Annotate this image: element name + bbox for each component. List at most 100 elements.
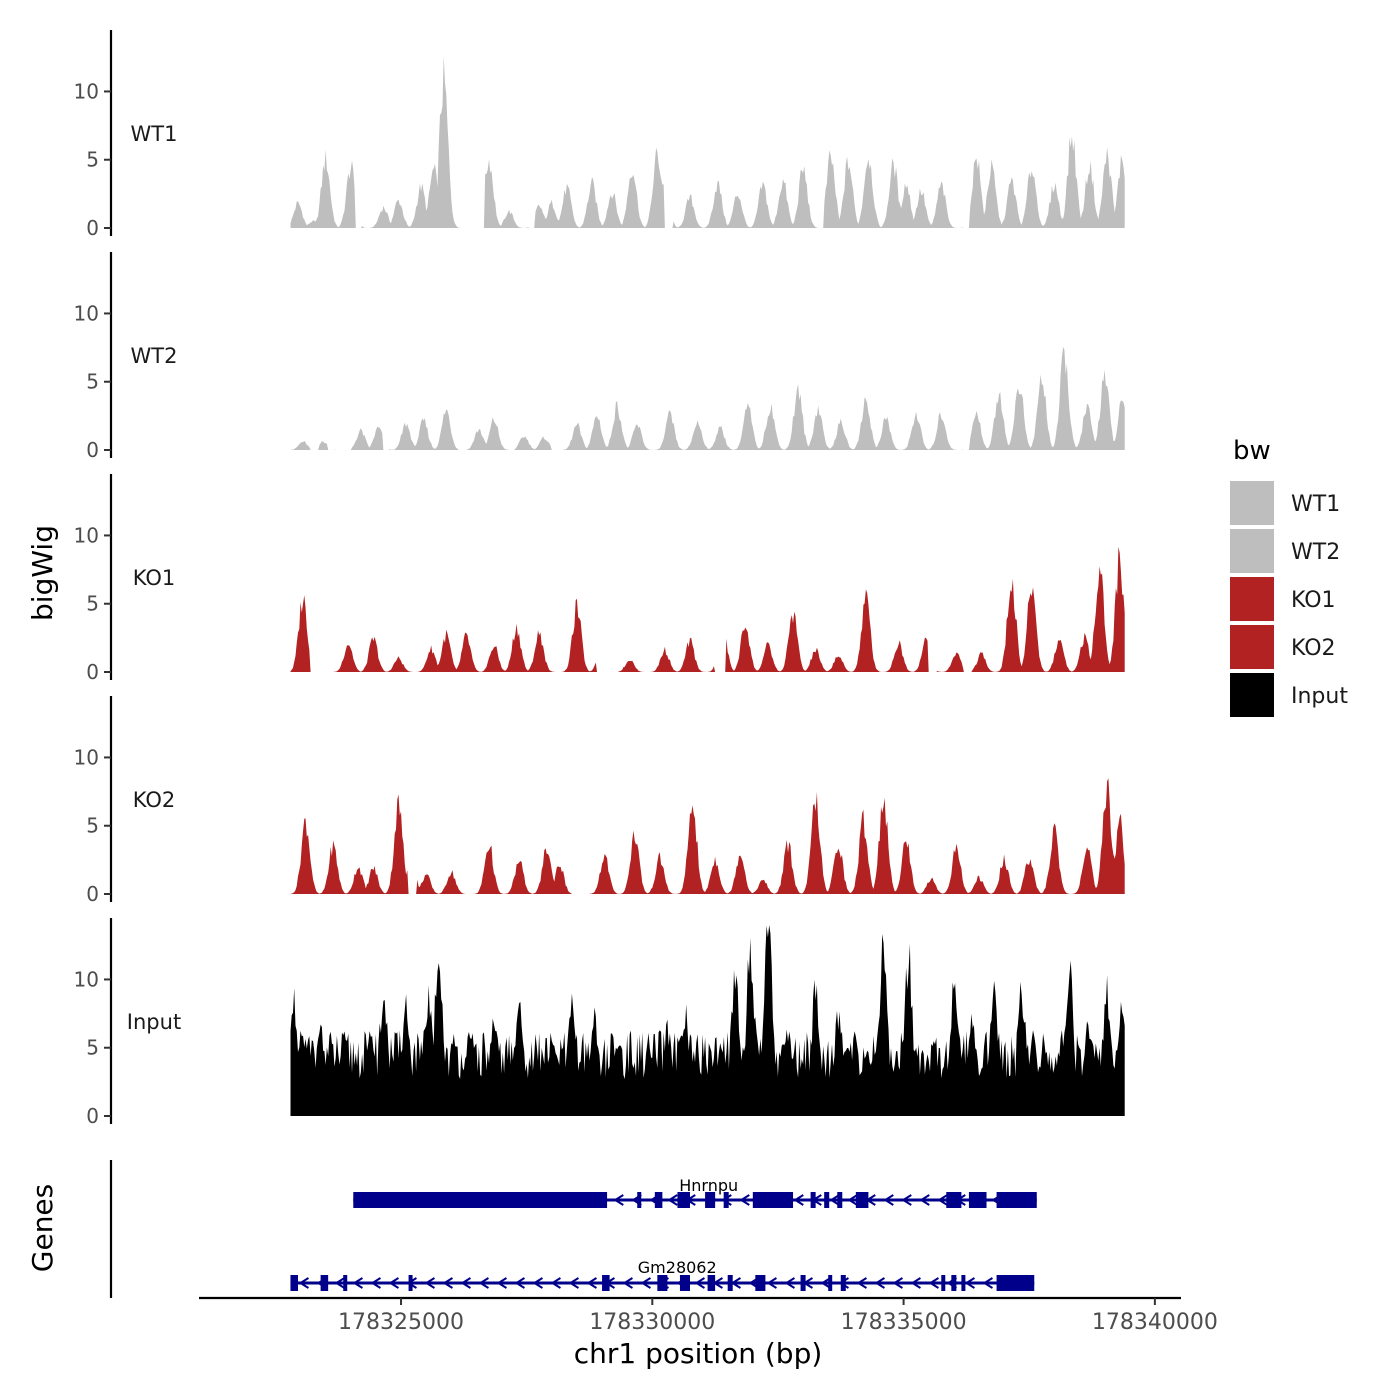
x-axis-title: chr1 position (bp) <box>574 1337 823 1370</box>
strand-arrow <box>919 1194 930 1206</box>
legend-label-input: Input <box>1291 684 1348 709</box>
gene-exon <box>727 1275 733 1291</box>
gene-exon <box>657 1275 668 1291</box>
coverage-area-ko2 <box>290 778 1125 894</box>
gene-exon <box>837 1192 843 1208</box>
track-ko1: 0 5 10 KO1 <box>74 474 1125 684</box>
coverage-area-wt1 <box>290 55 1125 229</box>
strand-arrow <box>982 1277 993 1289</box>
x-tick-label: 178340000 <box>1092 1310 1218 1335</box>
gene-utr-block <box>996 1192 1037 1208</box>
gene-exon <box>290 1275 298 1291</box>
legend-label-wt1: WT1 <box>1291 492 1340 517</box>
gene-exon <box>637 1192 642 1208</box>
gene-utr-block <box>353 1192 608 1208</box>
track-label: KO1 <box>133 566 176 590</box>
y-tick-label: 5 <box>86 592 99 616</box>
strand-arrow <box>694 1277 705 1289</box>
gene-exon <box>707 1275 716 1291</box>
gene-exon <box>828 1275 833 1291</box>
y-tick-label: 0 <box>86 1104 99 1128</box>
strand-arrow <box>640 1277 651 1289</box>
y-tick-label: 5 <box>86 1036 99 1060</box>
strand-arrow <box>613 1194 624 1206</box>
legend: bw WT1 WT2 KO1 KO2 Input <box>1230 436 1348 717</box>
x-tick-label: 178330000 <box>589 1310 715 1335</box>
strand-arrow <box>388 1277 399 1289</box>
gene-exon <box>941 1275 946 1291</box>
gene-exon <box>824 1192 830 1208</box>
legend-swatch-wt2 <box>1230 529 1274 573</box>
track-label: WT2 <box>131 344 178 368</box>
strand-arrow <box>892 1277 903 1289</box>
gene-exon <box>679 1275 690 1291</box>
gene-exon <box>951 1275 957 1291</box>
strand-arrow <box>550 1277 561 1289</box>
legend-label-ko2: KO2 <box>1291 636 1336 661</box>
y-tick-label: 10 <box>74 967 99 991</box>
track-label: KO2 <box>133 788 176 812</box>
legend-swatch-ko1 <box>1230 577 1274 621</box>
legend-swatch-input <box>1230 673 1274 717</box>
legend-swatch-ko2 <box>1230 625 1274 669</box>
track-label: WT1 <box>131 122 178 146</box>
gene-exon <box>840 1275 846 1291</box>
strand-arrow <box>568 1277 579 1289</box>
legend-label-wt2: WT2 <box>1291 540 1340 565</box>
strand-arrow <box>937 1194 948 1206</box>
strand-arrow <box>406 1277 417 1289</box>
gene-exon <box>755 1275 766 1291</box>
gene-exon <box>343 1275 348 1291</box>
y-axis-title: bigWig <box>26 525 59 621</box>
track-wt2: 0 5 10 WT2 <box>74 252 1125 462</box>
y-tick-label: 10 <box>74 301 99 325</box>
legend-swatch-wt1 <box>1230 481 1274 525</box>
y-tick-label: 10 <box>74 745 99 769</box>
gene-utr-block <box>996 1275 1035 1291</box>
y-tick-label: 0 <box>86 882 99 906</box>
strand-arrow <box>964 1277 975 1289</box>
gene-exon <box>855 1192 869 1208</box>
coverage-area-input <box>290 925 1125 1116</box>
strand-arrow <box>766 1277 777 1289</box>
strand-arrow <box>334 1277 345 1289</box>
strand-arrow <box>847 1194 858 1206</box>
gene-exon <box>320 1275 329 1291</box>
strand-arrow <box>442 1277 453 1289</box>
gene-hnrnpu: Hnrnpu <box>353 1176 1037 1208</box>
coverage-area-wt2 <box>290 346 1125 450</box>
strand-arrow <box>829 1194 840 1206</box>
strand-arrow <box>532 1277 543 1289</box>
gene-gm28062: Gm28062 <box>290 1258 1035 1291</box>
strand-arrow <box>667 1194 678 1206</box>
gene-annotation-track: Hnrnpu Gm28062 <box>109 1160 1037 1298</box>
strand-arrow <box>910 1277 921 1289</box>
gene-exon <box>752 1192 794 1208</box>
gene-exon <box>654 1192 663 1208</box>
strand-arrow <box>739 1194 750 1206</box>
strand-arrow <box>370 1277 381 1289</box>
x-axis: 178325000 178330000 178335000 178340000 <box>199 1296 1218 1335</box>
x-tick-label: 178335000 <box>841 1310 967 1335</box>
y-tick-label: 0 <box>86 438 99 462</box>
gene-exon <box>946 1192 962 1208</box>
strand-arrow <box>622 1277 633 1289</box>
strand-arrow <box>784 1277 795 1289</box>
gene-exon <box>705 1192 716 1208</box>
coverage-tracks: 0 5 10 WT1 0 5 10 WT2 0 5 10 KO1 0 5 10 KO2 0 5 10 Input <box>74 30 1125 1128</box>
legend-title: bw <box>1233 436 1271 466</box>
strand-arrow <box>874 1277 885 1289</box>
track-ko2: 0 5 10 KO2 <box>74 696 1125 906</box>
gene-exon <box>723 1192 729 1208</box>
genes-axis-title: Genes <box>26 1184 59 1272</box>
y-tick-label: 5 <box>86 370 99 394</box>
gene-exon <box>968 1192 987 1208</box>
gene-exon <box>602 1275 610 1291</box>
y-tick-label: 5 <box>86 814 99 838</box>
track-input: 0 5 10 Input <box>74 918 1125 1128</box>
y-tick-label: 0 <box>86 660 99 684</box>
y-tick-label: 0 <box>86 216 99 240</box>
strand-arrow <box>298 1277 309 1289</box>
track-wt1: 0 5 10 WT1 <box>74 30 1125 240</box>
